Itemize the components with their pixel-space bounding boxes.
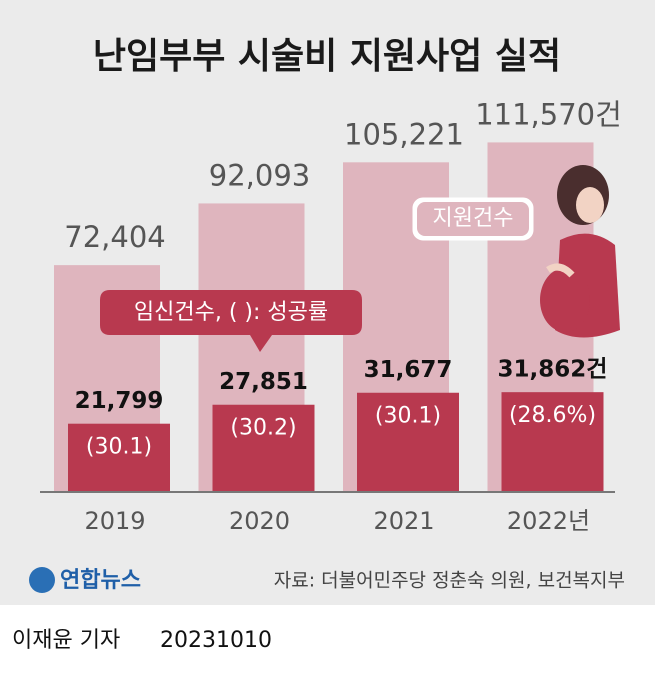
legend-label: 지원건수: [433, 206, 514, 231]
logo-icon: [29, 567, 55, 593]
bar: [68, 423, 170, 492]
value-label: 27,851: [219, 369, 308, 395]
legend-label: 임신건수, ( ): 성공률: [134, 300, 328, 325]
legend-callout: [100, 290, 362, 352]
source: 자료: 더불어민주당 정춘숙 의원, 보건복지부: [274, 570, 625, 592]
rate-label: (30.2): [230, 416, 296, 441]
value-label: 92,093: [209, 158, 310, 192]
value-label: 105,221: [344, 117, 464, 151]
illustration: [540, 165, 620, 338]
x-tick-label: 2022년: [507, 507, 590, 535]
x-tick-label: 2020: [229, 507, 290, 535]
x-tick-label: 2021: [373, 507, 434, 535]
date: 20231010: [160, 628, 272, 653]
x-tick-label: 2019: [84, 507, 145, 535]
bar: [212, 404, 315, 492]
byline: 이재윤 기자: [12, 628, 120, 653]
logo: 연합뉴스: [60, 567, 141, 593]
bar: [357, 392, 459, 492]
legend-box-inner: [417, 202, 529, 236]
value-label: 31,677: [364, 357, 453, 383]
rate-label: (30.1): [375, 404, 441, 429]
value-label: 72,404: [64, 220, 165, 254]
chart-title: 난임부부 시술비 지원사업 실적: [93, 36, 561, 77]
rate-label: (30.1): [86, 435, 152, 460]
footer-background: [0, 605, 655, 674]
rate-label: (28.6%): [509, 403, 596, 428]
bar: [501, 392, 604, 492]
value-label: 111,570건: [475, 97, 622, 131]
value-label: 21,799: [75, 388, 164, 414]
value-label: 31,862건: [498, 357, 608, 383]
